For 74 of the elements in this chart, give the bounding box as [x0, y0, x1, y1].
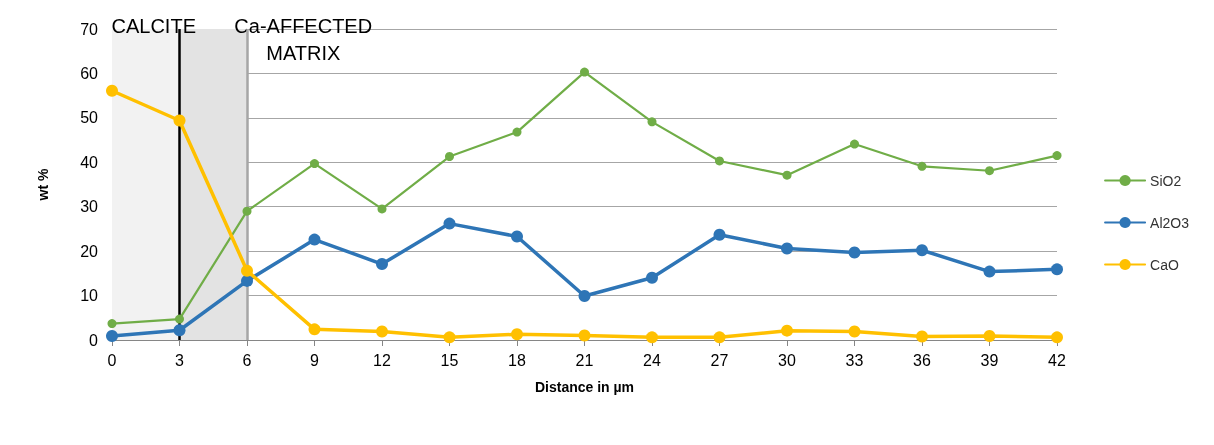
y-axis-title: wt %	[35, 168, 51, 202]
legend-label: Al2O3	[1150, 214, 1190, 231]
x-tick-label: 36	[913, 351, 931, 369]
x-tick-label: 9	[310, 351, 320, 369]
point	[377, 204, 387, 214]
x-tick-label: 30	[778, 351, 796, 369]
point	[443, 331, 456, 344]
point	[647, 117, 657, 127]
point	[646, 271, 658, 284]
point	[646, 331, 658, 344]
point	[242, 206, 252, 216]
y-tick-label: 70	[80, 20, 99, 38]
point	[580, 67, 589, 77]
y-tick-label: 50	[80, 109, 99, 127]
legend-label: SiO2	[1150, 172, 1182, 189]
point	[310, 159, 319, 169]
point	[848, 246, 861, 259]
point	[511, 230, 523, 243]
point	[713, 228, 726, 241]
point	[1051, 263, 1063, 276]
y-tick-label: 60	[80, 64, 99, 82]
band-label: Ca-AFFECTED MATRIX	[234, 14, 373, 64]
point	[512, 127, 522, 137]
point	[916, 330, 928, 343]
point	[715, 156, 724, 166]
point	[782, 170, 792, 180]
point	[983, 265, 996, 278]
y-tick-label: 0	[89, 331, 99, 349]
y-tick-label: 30	[80, 198, 99, 216]
x-tick-label: 15	[440, 351, 459, 369]
x-tick-label: 18	[508, 351, 526, 369]
point	[916, 244, 928, 257]
x-tick-label: 33	[845, 351, 864, 369]
point	[173, 324, 186, 337]
x-tick-label: 12	[373, 351, 391, 369]
point	[985, 166, 994, 176]
y-tick-label: 10	[80, 287, 99, 305]
point	[107, 319, 117, 329]
point	[511, 328, 523, 341]
x-axis-title: Distance in µm	[534, 379, 635, 395]
x-tick-label: 0	[107, 351, 117, 369]
x-tick-label: 3	[175, 351, 185, 369]
point	[445, 152, 454, 162]
point	[917, 161, 927, 171]
x-tick-label: 42	[1048, 351, 1066, 369]
y-tick-label: 20	[80, 242, 99, 260]
point	[376, 258, 388, 271]
point	[173, 114, 186, 127]
x-tick-label: 27	[710, 351, 729, 369]
point	[781, 242, 793, 255]
point	[308, 233, 321, 246]
point	[578, 290, 591, 303]
band-label: CALCITE	[111, 14, 196, 37]
point	[376, 325, 388, 338]
x-tick-label: 21	[575, 351, 594, 369]
point	[578, 329, 591, 342]
point	[1051, 331, 1063, 344]
x-tick-label: 24	[643, 351, 661, 369]
point	[106, 330, 118, 342]
point	[848, 325, 861, 338]
x-tick-label: 6	[242, 351, 252, 369]
point	[175, 314, 184, 324]
point	[308, 323, 321, 336]
point	[106, 84, 118, 97]
y-tick-label: 40	[80, 153, 99, 171]
point	[781, 324, 793, 337]
point	[443, 217, 456, 230]
point	[241, 264, 253, 277]
point	[983, 330, 996, 342]
point	[850, 139, 859, 149]
legend-label: CaO	[1150, 256, 1179, 273]
point	[1052, 151, 1062, 161]
x-tick-label: 39	[980, 351, 999, 369]
point	[713, 331, 726, 344]
